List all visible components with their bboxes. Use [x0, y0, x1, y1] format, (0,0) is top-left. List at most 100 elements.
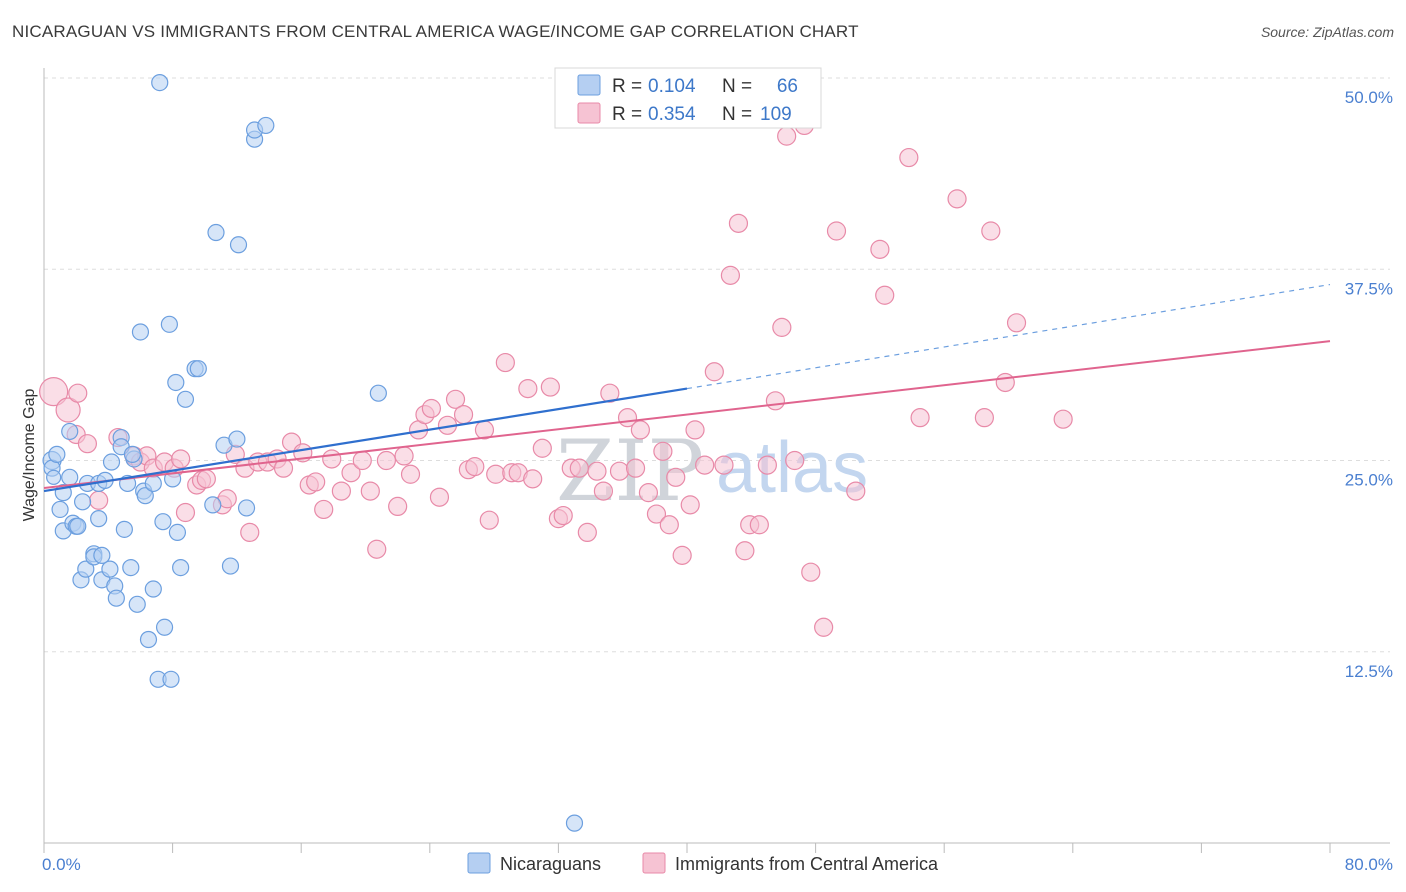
nicaraguans-point-52 — [204, 496, 222, 514]
immigrants-point-39 — [394, 446, 414, 466]
legend-bottom-label-nicaraguans: Nicaraguans — [500, 854, 601, 874]
immigrants-point-104 — [981, 221, 1001, 241]
immigrants-point-32 — [331, 481, 351, 501]
series-nicaraguans-points — [42, 73, 584, 832]
immigrants-point-37 — [376, 450, 396, 471]
immigrants-point-33 — [341, 463, 361, 483]
nicaraguans-point-11 — [69, 517, 87, 535]
immigrants-point-38 — [388, 496, 408, 516]
nicaraguans-point-62 — [369, 384, 387, 402]
nicaraguans-point-37 — [144, 474, 162, 493]
nicaraguans-point-23 — [102, 453, 121, 471]
nicaraguans-point-48 — [172, 558, 190, 577]
immigrants-point-49 — [465, 457, 485, 477]
nicaraguans-point-19 — [90, 510, 108, 528]
immigrants-point-71 — [630, 420, 650, 440]
y-tick-labels: 12.5% 25.0% 37.5% 50.0% — [1345, 88, 1393, 681]
immigrants-point-102 — [947, 189, 967, 209]
nicaraguans-point-32 — [128, 595, 146, 613]
immigrants-point-99 — [875, 285, 895, 305]
nicaraguans-point-64 — [93, 546, 111, 564]
x-tick-label-1: 80.0% — [1345, 855, 1393, 874]
immigrants-point-96 — [826, 221, 847, 241]
legend-r-label-blue: R = — [612, 76, 642, 97]
nicaraguans-point-36 — [139, 630, 158, 649]
nicaraguans-point-56 — [228, 430, 246, 448]
immigrants-point-73 — [646, 504, 667, 524]
immigrants-point-92 — [785, 450, 805, 471]
y-tick-label-3: 50.0% — [1345, 88, 1393, 107]
nicaraguans-point-28 — [115, 520, 133, 538]
legend-n-label-pink: N = — [722, 104, 752, 125]
immigrants-point-76 — [666, 467, 686, 487]
nicaraguans-point-14 — [77, 560, 95, 578]
immigrants-point-64 — [577, 522, 597, 543]
immigrants-point-66 — [593, 481, 614, 501]
y-tick-label-0: 12.5% — [1345, 662, 1393, 681]
nicaraguans-point-58 — [237, 499, 256, 517]
nicaraguans-point-2 — [46, 469, 62, 485]
immigrants-point-80 — [695, 455, 715, 475]
legend-r-label-pink: R = — [612, 104, 642, 125]
nicaraguans-point-13 — [73, 493, 92, 511]
immigrants-point-46 — [445, 389, 466, 409]
immigrants-point-31 — [322, 449, 342, 469]
nicaraguans-point-55 — [221, 557, 240, 575]
immigrants-point-105 — [995, 372, 1015, 393]
immigrants-point-43 — [421, 398, 442, 419]
immigrants-point-85 — [735, 541, 755, 561]
immigrants-point-56 — [518, 378, 538, 399]
immigrants-point-103 — [974, 408, 994, 428]
immigrants-point-82 — [714, 455, 734, 475]
immigrants-point-12 — [171, 449, 191, 469]
chart-title: NICARAGUAN VS IMMIGRANTS FROM CENTRAL AM… — [12, 22, 859, 41]
immigrants-point-91 — [777, 126, 797, 146]
nicaraguans-trend-line — [43, 387, 688, 493]
immigrants-point-70 — [625, 458, 646, 478]
immigrants-point-65 — [587, 461, 607, 481]
immigrants-point-90 — [772, 317, 792, 337]
immigrants-point-94 — [801, 562, 821, 582]
y-tick-label-2: 37.5% — [1345, 279, 1393, 298]
nicaraguans-point-51 — [189, 360, 207, 378]
immigrants-trend-line — [43, 340, 1331, 490]
immigrants-point-44 — [429, 487, 450, 507]
nicaraguans-point-7 — [61, 468, 79, 486]
legend-top: R = 0.104 N = 66 R = 0.354 N = 109 — [554, 67, 822, 129]
legend-bottom-swatch-blue — [467, 852, 491, 874]
nicaraguans-point-25 — [107, 589, 125, 607]
immigrants-point-53 — [495, 352, 515, 373]
nicaraguans-point-41 — [154, 513, 172, 531]
legend-bottom-swatch-pink — [642, 852, 666, 874]
trend-lines — [43, 283, 1331, 493]
immigrants-point-51 — [479, 510, 499, 530]
immigrants-point-83 — [720, 265, 741, 285]
nicaraguans-trend-extension — [686, 283, 1331, 390]
nicaraguans-point-33 — [131, 323, 150, 341]
immigrants-point-77 — [672, 545, 692, 565]
nicaraguans-point-65 — [123, 445, 142, 463]
legend-r-value-blue: 0.104 — [648, 76, 696, 97]
immigrants-point-107 — [1053, 409, 1073, 429]
immigrants-point-87 — [749, 515, 769, 535]
immigrants-point-75 — [659, 515, 679, 535]
immigrants-point-30 — [314, 499, 334, 520]
nicaraguans-point-43 — [160, 315, 178, 333]
immigrants-point-0 — [39, 377, 69, 407]
immigrants-point-108 — [68, 383, 88, 403]
nicaraguans-point-30 — [122, 558, 140, 577]
immigrants-point-100 — [899, 147, 919, 168]
immigrants-point-58 — [532, 438, 552, 458]
legend-swatch-blue — [577, 74, 601, 96]
immigrants-point-98 — [870, 239, 890, 259]
immigrants-point-95 — [814, 617, 834, 637]
nicaraguans-point-63 — [565, 814, 584, 832]
immigrants-point-25 — [273, 458, 294, 478]
legend-bottom: Nicaraguans Immigrants from Central Amer… — [467, 852, 939, 874]
series-immigrants-points — [39, 115, 1073, 637]
source-label: Source: ZipAtlas.com — [1260, 24, 1394, 40]
nicaraguans-point-3 — [48, 445, 66, 463]
immigrants-point-106 — [1006, 313, 1027, 333]
immigrants-point-97 — [846, 481, 866, 501]
